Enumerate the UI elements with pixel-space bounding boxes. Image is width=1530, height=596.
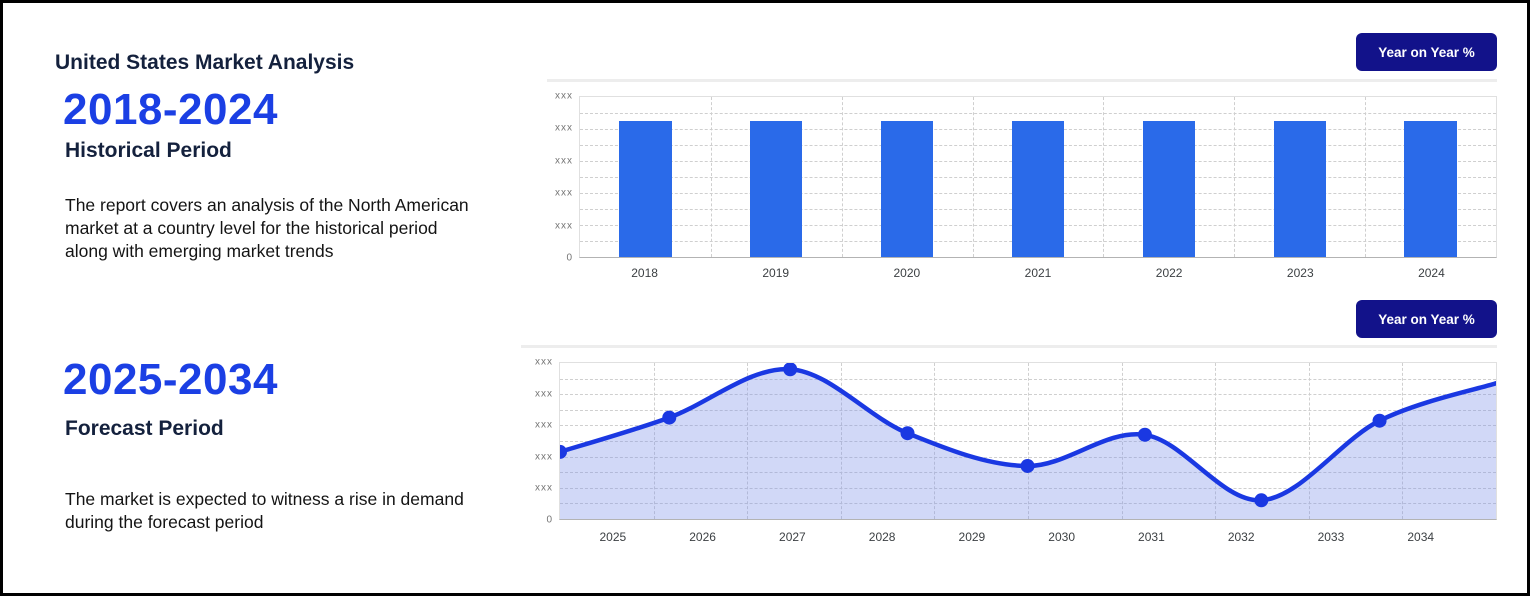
y-axis-tick-label: 0 (546, 514, 553, 526)
historical-yoy-button[interactable]: Year on Year % (1356, 33, 1497, 71)
vertical-gridline (840, 363, 842, 519)
vertical-gridline (841, 97, 843, 257)
line-chart-axis-corner (527, 520, 559, 550)
x-axis-tick-label: 2019 (762, 266, 790, 280)
forecast-range-heading: 2025-2034 (63, 355, 278, 404)
bar-chart-x-axis: 2018 2019 2020 2021 2022 2023 2024 (579, 258, 1497, 284)
data-point-marker[interactable] (1254, 493, 1269, 508)
forecast-area-chart: xxx xxx xxx xxx xxx 0 2025 2026 2027 2028 2029 203… (527, 357, 1497, 550)
bar-column (1103, 97, 1234, 257)
x-axis-tick-label: 2030 (1048, 530, 1076, 544)
x-axis-tick-label: 2032 (1227, 530, 1255, 544)
x-axis-tick-label: 2023 (1286, 266, 1314, 280)
x-axis-tick-label: 2018 (631, 266, 658, 280)
x-axis-tick-label: 2020 (893, 266, 921, 280)
data-point-marker[interactable] (1020, 458, 1035, 473)
vertical-gridline (653, 363, 655, 519)
y-axis-tick-label: xxx (555, 122, 573, 134)
bar-2023[interactable] (1273, 121, 1326, 257)
vertical-gridline (1234, 97, 1236, 257)
x-axis-tick-label: 2033 (1317, 530, 1345, 544)
y-axis-tick-label: 0 (566, 252, 573, 264)
x-axis-tick-label: 2021 (1024, 266, 1052, 280)
historical-description: The report covers an analysis of the Nor… (65, 194, 469, 262)
y-axis-tick-label: xxx (555, 90, 573, 102)
vertical-gridline (1103, 97, 1105, 257)
y-axis-tick-label: xxx (535, 419, 553, 431)
bar-chart-y-axis: xxx xxx xxx xxx xxx 0 (547, 91, 579, 264)
bar-2024[interactable] (1404, 121, 1457, 257)
vertical-gridline (934, 363, 936, 519)
vertical-gridline (1365, 97, 1367, 257)
y-axis-tick-label: xxx (535, 388, 553, 400)
vertical-gridline (1121, 363, 1123, 519)
horizontal-gridline (580, 113, 1496, 114)
vertical-gridline (1308, 363, 1310, 519)
bar-column (580, 97, 711, 257)
y-axis-tick-label: xxx (555, 155, 573, 167)
data-point-marker[interactable] (662, 410, 677, 425)
bar-chart-axis-corner (547, 258, 579, 284)
x-axis-tick-label: 2028 (868, 530, 896, 544)
vertical-gridline (1402, 363, 1404, 519)
vertical-gridline (1028, 363, 1029, 519)
bar-chart-plot[interactable] (579, 96, 1497, 258)
page-title: United States Market Analysis (55, 51, 355, 75)
forecast-yoy-button[interactable]: Year on Year % (1356, 300, 1497, 338)
historical-period-label: Historical Period (65, 139, 232, 162)
divider-bottom (521, 345, 1497, 348)
data-point-marker[interactable] (900, 426, 915, 441)
forecast-description: The market is expected to witness a rise… (65, 488, 464, 532)
historical-range-heading: 2018-2024 (63, 85, 278, 134)
line-chart-plot[interactable] (559, 362, 1497, 520)
bar-column (1234, 97, 1365, 257)
bar-2021[interactable] (1011, 121, 1065, 257)
x-axis-tick-label: 2027 (779, 530, 806, 544)
y-axis-tick-label: xxx (535, 482, 553, 494)
data-point-marker[interactable] (783, 363, 798, 377)
forecast-period-label: Forecast Period (65, 417, 224, 440)
y-axis-tick-label: xxx (535, 356, 553, 368)
data-point-marker[interactable] (1137, 427, 1152, 442)
x-axis-tick-label: 2034 (1407, 530, 1435, 544)
y-axis-tick-label: xxx (555, 220, 573, 232)
bar-2020[interactable] (880, 121, 934, 257)
y-axis-tick-label: xxx (535, 451, 553, 463)
bar-2019[interactable] (750, 121, 803, 257)
x-axis-tick-label: 2029 (958, 530, 986, 544)
vertical-gridline (747, 363, 749, 519)
bar-column (842, 97, 973, 257)
x-axis-tick-label: 2024 (1418, 266, 1445, 280)
area-fill (560, 369, 1496, 519)
x-axis-tick-label: 2022 (1155, 266, 1183, 280)
x-axis-tick-label: 2026 (689, 530, 716, 544)
forecast-line-svg (560, 363, 1496, 519)
x-axis-tick-label: 2031 (1138, 530, 1165, 544)
y-axis-tick-label: xxx (555, 187, 573, 199)
vertical-gridline (972, 97, 974, 257)
bar-2022[interactable] (1142, 121, 1196, 257)
data-point-marker[interactable] (560, 444, 567, 459)
divider-top (547, 79, 1497, 82)
line-chart-x-axis: 2025 2026 2027 2028 2029 2030 2031 2032 2033 2034 (559, 520, 1497, 550)
bar-column (973, 97, 1104, 257)
data-point-marker[interactable] (1372, 413, 1387, 428)
bar-column (1365, 97, 1496, 257)
bar-column (711, 97, 842, 257)
historical-bar-chart: xxx xxx xxx xxx xxx 0 2018 2019 2020 2021 2022 202… (547, 91, 1497, 284)
bar-2018[interactable] (619, 121, 672, 257)
line-chart-y-axis: xxx xxx xxx xxx xxx 0 (527, 357, 559, 526)
x-axis-tick-label: 2025 (599, 530, 627, 544)
vertical-gridline (1215, 363, 1217, 519)
vertical-gridline (710, 97, 712, 257)
